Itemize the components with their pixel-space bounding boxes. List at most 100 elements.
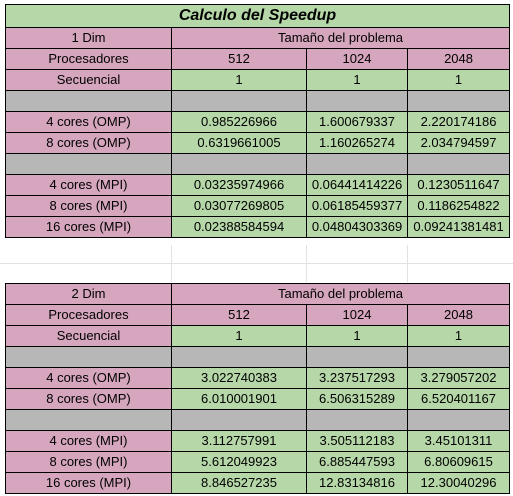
sheet-gridline (407, 245, 408, 282)
value-cell[interactable]: 12.83134816 (306, 472, 408, 494)
value-cell[interactable]: 1.160265274 (306, 132, 408, 154)
value-cell[interactable]: 3.45101311 (406, 430, 511, 452)
value-cell[interactable]: 1 (406, 69, 511, 91)
separator-cell[interactable] (171, 153, 307, 175)
value-cell[interactable]: 8.846527235 (171, 472, 307, 494)
value-cell[interactable]: 3.279057202 (406, 367, 511, 389)
separator-cell[interactable] (406, 153, 511, 175)
value-cell[interactable]: 1 (306, 69, 408, 91)
sheet-gridline (0, 263, 513, 264)
value-cell[interactable]: 6.885447593 (306, 451, 408, 473)
separator-cell[interactable] (5, 346, 172, 368)
sheet-gridline (171, 245, 172, 282)
value-cell[interactable]: 0.6319661005 (171, 132, 307, 154)
table-row: 16 cores (MPI) 8.846527235 12.83134816 1… (5, 472, 511, 494)
row-label-cell[interactable]: 8 cores (OMP) (5, 388, 172, 410)
speedup-table-1dim: Calculo del Speedup 1 Dim Tamaño del pro… (4, 4, 511, 238)
table-row: 8 cores (OMP) 6.010001901 6.506315289 6.… (5, 388, 511, 410)
value-cell[interactable]: 3.022740383 (171, 367, 307, 389)
table-row: 8 cores (MPI) 0.03077269805 0.0618545937… (5, 195, 511, 217)
problem-size-header-cell[interactable]: Tamaño del problema (170, 283, 511, 305)
separator-cell[interactable] (306, 90, 408, 112)
row-label-cell[interactable]: 4 cores (MPI) (5, 174, 172, 196)
separator-row (5, 409, 511, 431)
value-cell[interactable]: 1 (171, 69, 307, 91)
value-cell[interactable]: 0.06441414226 (306, 174, 408, 196)
size-header-cell[interactable]: 512 (171, 48, 307, 70)
value-cell[interactable]: 0.09241381481 (406, 216, 511, 238)
row-label-cell[interactable]: 16 cores (MPI) (5, 216, 172, 238)
size-header-cell[interactable]: 512 (171, 304, 307, 326)
table-row: 16 cores (MPI) 0.02388584594 0.048043033… (5, 216, 511, 238)
row-label-cell[interactable]: 4 cores (MPI) (5, 430, 172, 452)
size-header-cell[interactable]: 1024 (306, 304, 408, 326)
row-label-cell[interactable]: 4 cores (OMP) (5, 111, 172, 133)
separator-cell[interactable] (171, 409, 307, 431)
row-label-cell[interactable]: 8 cores (OMP) (5, 132, 172, 154)
row-label-cell[interactable]: Secuencial (5, 325, 172, 347)
value-cell[interactable]: 6.80609615 (406, 451, 511, 473)
separator-cell[interactable] (306, 346, 408, 368)
value-cell[interactable]: 2.220174186 (406, 111, 511, 133)
value-cell[interactable]: 2.034794597 (406, 132, 511, 154)
speedup-table-2dim: 2 Dim Tamaño del problema Procesadores 5… (5, 283, 511, 494)
value-cell[interactable]: 6.506315289 (306, 388, 408, 410)
size-header-cell[interactable]: 2048 (406, 304, 511, 326)
table-row: 4 cores (OMP) 0.985226966 1.600679337 2.… (5, 111, 511, 133)
row-label-cell[interactable]: 16 cores (MPI) (5, 472, 172, 494)
separator-cell[interactable] (171, 346, 307, 368)
value-cell[interactable]: 1 (171, 325, 307, 347)
value-cell[interactable]: 6.010001901 (171, 388, 307, 410)
value-cell[interactable]: 3.237517293 (306, 367, 408, 389)
row-label-cell[interactable]: 4 cores (OMP) (5, 367, 172, 389)
value-cell[interactable]: 5.612049923 (171, 451, 307, 473)
problem-size-header-cell[interactable]: Tamaño del problema (170, 27, 511, 49)
value-cell[interactable]: 0.03235974966 (171, 174, 307, 196)
table-title[interactable]: Calculo del Speedup (4, 4, 511, 28)
value-cell[interactable]: 1.600679337 (306, 111, 408, 133)
value-cell[interactable]: 0.06185459377 (306, 195, 408, 217)
separator-cell[interactable] (5, 90, 172, 112)
row-label-cell[interactable]: Secuencial (5, 69, 172, 91)
value-cell[interactable]: 0.1230511647 (406, 174, 511, 196)
value-cell[interactable]: 1 (406, 325, 511, 347)
dim-label-cell[interactable]: 2 Dim (5, 283, 172, 305)
sheet-gridline (306, 245, 307, 282)
processors-header-cell[interactable]: Procesadores (5, 304, 172, 326)
dim-label-cell[interactable]: 1 Dim (5, 27, 172, 49)
table-row: Secuencial 1 1 1 (5, 325, 511, 347)
row-label-cell[interactable]: 8 cores (MPI) (5, 451, 172, 473)
processors-header-cell[interactable]: Procesadores (5, 48, 172, 70)
value-cell[interactable]: 3.505112183 (306, 430, 408, 452)
separator-cell[interactable] (171, 90, 307, 112)
separator-row (5, 90, 511, 112)
size-header-cell[interactable]: 1024 (306, 48, 408, 70)
separator-row (5, 346, 511, 368)
row-label-cell[interactable]: 8 cores (MPI) (5, 195, 172, 217)
table-row: Secuencial 1 1 1 (5, 69, 511, 91)
value-cell[interactable]: 0.1186254822 (406, 195, 511, 217)
value-cell[interactable]: 12.30040296 (406, 472, 511, 494)
separator-cell[interactable] (406, 90, 511, 112)
table-row: 8 cores (MPI) 5.612049923 6.885447593 6.… (5, 451, 511, 473)
table-row: 8 cores (OMP) 0.6319661005 1.160265274 2… (5, 132, 511, 154)
separator-row (5, 153, 511, 175)
separator-cell[interactable] (406, 346, 511, 368)
value-cell[interactable]: 1 (306, 325, 408, 347)
value-cell[interactable]: 0.04804303369 (306, 216, 408, 238)
separator-cell[interactable] (406, 409, 511, 431)
separator-cell[interactable] (5, 409, 172, 431)
value-cell[interactable]: 6.520401167 (406, 388, 511, 410)
table-row: 4 cores (OMP) 3.022740383 3.237517293 3.… (5, 367, 511, 389)
value-cell[interactable]: 0.985226966 (171, 111, 307, 133)
table-row: 4 cores (MPI) 3.112757991 3.505112183 3.… (5, 430, 511, 452)
value-cell[interactable]: 0.02388584594 (171, 216, 307, 238)
value-cell[interactable]: 3.112757991 (171, 430, 307, 452)
table-row: 4 cores (MPI) 0.03235974966 0.0644141422… (5, 174, 511, 196)
separator-cell[interactable] (306, 153, 408, 175)
separator-cell[interactable] (306, 409, 408, 431)
size-header-cell[interactable]: 2048 (406, 48, 511, 70)
separator-cell[interactable] (5, 153, 172, 175)
value-cell[interactable]: 0.03077269805 (171, 195, 307, 217)
